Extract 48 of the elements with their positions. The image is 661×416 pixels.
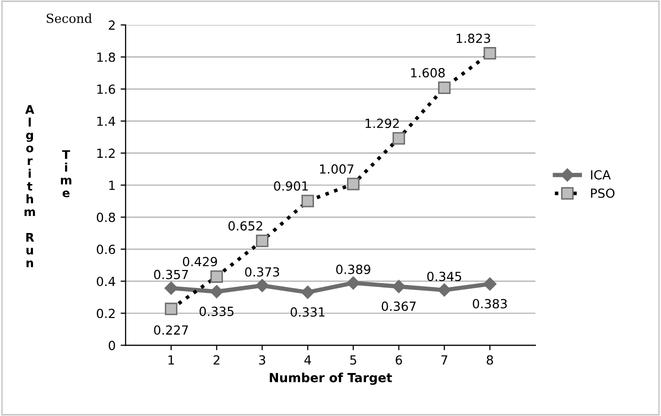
x-tick-label: 8 <box>486 355 493 365</box>
data-label: 0.383 <box>472 298 507 308</box>
x-tick-label: 1 <box>168 355 174 364</box>
point <box>438 283 451 297</box>
data-label: 0.345 <box>427 272 462 282</box>
point <box>483 277 496 291</box>
data-label: 0.367 <box>382 302 416 311</box>
point <box>210 285 224 298</box>
y-tick-label: 0.8 <box>96 212 116 222</box>
legend-label: ICA <box>591 170 611 180</box>
text: Second <box>46 13 92 24</box>
y-tick-label: 0.2 <box>96 308 115 318</box>
x-axis-title: Number of Target <box>270 372 392 385</box>
y-tick-label: 2 <box>108 20 115 30</box>
y-tick-label: 0 <box>108 340 116 350</box>
point <box>392 280 406 294</box>
data-label: 1.823 <box>456 34 490 44</box>
y-tick-label: 1.8 <box>97 52 116 62</box>
x-tick-label: 4 <box>304 355 312 364</box>
y-tick-label: 0.6 <box>96 244 116 254</box>
x-tick-label: 3 <box>259 355 266 365</box>
data-label: 1.007 <box>320 164 354 174</box>
legend-label: PSO <box>591 188 614 198</box>
data-label: 0.389 <box>336 264 370 274</box>
point <box>164 282 178 295</box>
y-tick-label: 1.4 <box>97 116 116 126</box>
x-tick-label: 6 <box>396 355 402 365</box>
data-label: 0.373 <box>245 267 280 277</box>
point <box>256 278 269 292</box>
text: Algorithm Run Time <box>24 105 72 268</box>
y-tick-label: 1.6 <box>97 84 116 94</box>
data-label: 0.429 <box>182 256 218 266</box>
data-label: 1.292 <box>366 118 399 128</box>
data-label: 0.901 <box>274 181 308 191</box>
y-tick-label: 1 <box>109 180 115 190</box>
y-tick-label: 0.4 <box>96 276 116 286</box>
data-label: 1.608 <box>411 68 445 78</box>
point <box>301 286 314 299</box>
data-label: 0.331 <box>290 307 324 317</box>
data-label: 0.652 <box>228 221 262 231</box>
x-tick-label: 5 <box>350 355 356 365</box>
x-tick-label: 7 <box>441 355 448 364</box>
x-tick-label: 2 <box>214 355 220 364</box>
y-tick-label: 1.2 <box>97 148 115 158</box>
data-label: 0.335 <box>200 306 234 316</box>
data-label: 0.227 <box>154 325 188 335</box>
point <box>346 276 360 290</box>
data-label: 0.357 <box>154 270 188 280</box>
